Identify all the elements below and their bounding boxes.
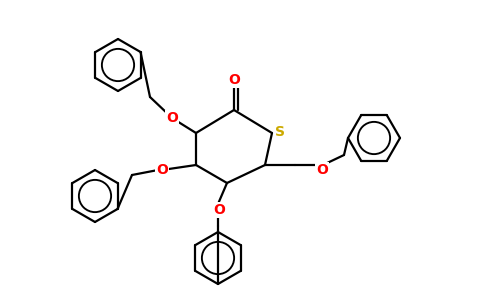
Text: O: O [228,73,240,87]
Text: O: O [156,163,168,177]
Text: S: S [275,125,285,139]
Text: O: O [213,203,225,217]
Text: O: O [166,111,178,125]
Text: O: O [316,163,328,177]
